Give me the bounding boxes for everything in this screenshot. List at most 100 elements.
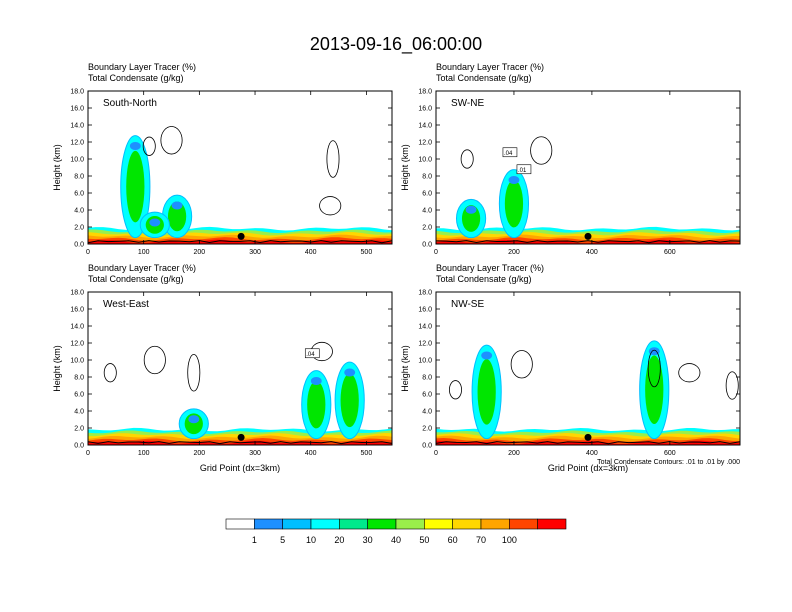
colorbar-swatch <box>452 518 482 530</box>
x-tick-label: 600 <box>664 249 676 256</box>
y-tick-label: 6.0 <box>422 191 432 198</box>
location-marker <box>237 433 245 441</box>
y-tick-label: 12.0 <box>70 140 84 147</box>
y-tick-label: 12.0 <box>418 140 432 147</box>
tracer-plume-top <box>129 142 141 150</box>
x-tick-label: 500 <box>361 450 373 457</box>
x-tick-label: 200 <box>194 249 206 256</box>
colorbar-label: 100 <box>502 535 517 545</box>
condensate-contour <box>530 136 553 165</box>
panel-nw-se: Boundary Layer Tracer (%)Total Condensat… <box>400 263 741 473</box>
y-tick-label: 8.0 <box>74 174 84 181</box>
plot-frame <box>435 291 741 446</box>
y-tick-label: 0.0 <box>74 443 84 450</box>
plot-frame <box>87 291 393 446</box>
tracer-plume-top <box>508 176 520 184</box>
x-tick-label: 0 <box>434 249 438 256</box>
y-tick-label: 10.0 <box>70 358 84 365</box>
colorbar-label: 70 <box>476 535 486 545</box>
y-tick-label: 18.0 <box>418 290 432 297</box>
y-tick-label: 2.0 <box>74 225 84 232</box>
colorbar-swatch <box>424 518 453 530</box>
x-axis-label: Grid Point (dx=3km) <box>200 463 280 473</box>
panel-subtitle-condensate: Total Condensate (g/kg) <box>88 274 184 284</box>
colorbar-label: 40 <box>391 535 401 545</box>
x-tick-label: 500 <box>361 249 373 256</box>
y-tick-label: 16.0 <box>418 307 432 314</box>
panel-subtitle-tracer: Boundary Layer Tracer (%) <box>436 263 544 273</box>
y-tick-label: 12.0 <box>70 341 84 348</box>
colorbar-label: 30 <box>363 535 373 545</box>
terrain-line <box>87 240 393 244</box>
panel-south-north: Boundary Layer Tracer (%)Total Condensat… <box>52 62 393 256</box>
colorbar-swatch <box>395 518 425 530</box>
x-tick-label: 0 <box>86 249 90 256</box>
condensate-contour <box>647 349 661 388</box>
tracer-plume-core <box>126 150 145 223</box>
location-marker <box>237 232 245 240</box>
y-tick-label: 14.0 <box>418 324 432 331</box>
terrain-line <box>435 240 741 244</box>
x-tick-label: 200 <box>194 450 206 457</box>
terrain-line <box>435 441 741 445</box>
contour-label: .04 <box>306 352 315 358</box>
y-tick-label: 8.0 <box>74 375 84 382</box>
y-tick-label: 10.0 <box>418 157 432 164</box>
panel-west-east: Boundary Layer Tracer (%)Total Condensat… <box>52 263 393 473</box>
y-tick-label: 14.0 <box>418 123 432 130</box>
condensate-contour <box>319 196 342 216</box>
condensate-contour <box>160 126 183 155</box>
colorbar-swatch <box>509 518 538 530</box>
contour-label-box <box>304 348 320 359</box>
y-tick-label: 2.0 <box>74 426 84 433</box>
x-tick-label: 400 <box>586 450 598 457</box>
colorbar-label: 50 <box>419 535 429 545</box>
colorbar-swatch <box>367 518 397 530</box>
panels: Boundary Layer Tracer (%) Total Condensat… <box>52 62 741 473</box>
y-tick-label: 16.0 <box>70 307 84 314</box>
section-label: South-North <box>103 98 157 109</box>
panel-subtitle-condensate: Total Condensate (g/kg) <box>88 73 184 83</box>
condensate-contour <box>510 350 533 379</box>
y-axis-label: Height (km) <box>400 144 410 191</box>
y-tick-label: 6.0 <box>74 392 84 399</box>
tracer-plume-core <box>307 380 326 429</box>
condensate-contour <box>449 380 462 400</box>
x-tick-label: 300 <box>249 450 261 457</box>
y-tick-label: 10.0 <box>70 157 84 164</box>
y-tick-label: 14.0 <box>70 324 84 331</box>
location-marker <box>584 232 592 240</box>
colorbar-swatch <box>480 518 510 530</box>
plot-frame <box>87 90 393 245</box>
y-tick-label: 8.0 <box>422 375 432 382</box>
y-tick-label: 6.0 <box>422 392 432 399</box>
tracer-plume-core <box>340 373 359 428</box>
tracer-plume-top <box>481 351 493 360</box>
colorbar-label: 5 <box>280 535 285 545</box>
y-tick-label: 14.0 <box>70 123 84 130</box>
x-tick-label: 200 <box>508 450 520 457</box>
tracer-band <box>88 239 392 244</box>
section-label: NW-SE <box>451 299 484 310</box>
y-tick-label: 4.0 <box>74 409 84 416</box>
y-tick-label: 0.0 <box>422 242 432 249</box>
y-tick-label: 0.0 <box>74 242 84 249</box>
x-tick-label: 300 <box>249 249 261 256</box>
figure-title: 2013-09-16_06:00:00 <box>310 34 482 55</box>
y-tick-label: 18.0 <box>70 89 84 96</box>
x-axis-label: Grid Point (dx=3km) <box>548 463 628 473</box>
colorbar-swatch <box>537 518 567 530</box>
x-tick-label: 0 <box>86 450 90 457</box>
condensate-contour <box>142 136 156 156</box>
condensate-contour <box>103 363 117 383</box>
contour-label: .04 <box>504 151 513 157</box>
y-tick-label: 8.0 <box>422 174 432 181</box>
tracer-plume-core <box>645 355 664 424</box>
colorbar-label: 1 <box>252 535 257 545</box>
y-tick-label: 16.0 <box>418 106 432 113</box>
colorbar-label: 20 <box>334 535 344 545</box>
tracer-plume-top <box>465 205 477 214</box>
panel-sw-ne: Boundary Layer Tracer (%)Total Condensat… <box>400 62 741 256</box>
contour-label-box <box>516 164 532 175</box>
condensate-contour <box>725 371 739 400</box>
